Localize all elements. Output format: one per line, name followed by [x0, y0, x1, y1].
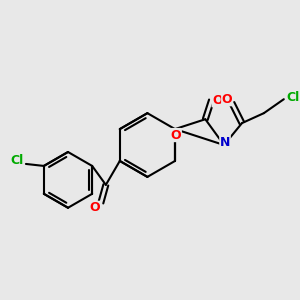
Text: O: O	[171, 129, 181, 142]
Text: N: N	[220, 136, 230, 148]
Text: O: O	[90, 201, 100, 214]
Text: O: O	[222, 93, 232, 106]
Text: O: O	[212, 94, 223, 107]
Text: Cl: Cl	[286, 91, 299, 104]
Text: Cl: Cl	[10, 154, 24, 167]
